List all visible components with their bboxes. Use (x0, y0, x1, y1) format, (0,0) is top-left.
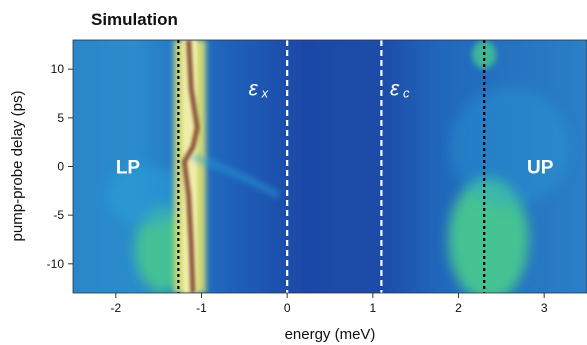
up-halo (449, 87, 570, 208)
annotation-0: LP (116, 158, 141, 179)
y-axis: -10 -5 0 5 10 (47, 62, 73, 271)
x-tick-label: 1 (369, 301, 376, 315)
heatmap-plot-area (73, 40, 587, 293)
y-axis-label: pump-probe delay (ps) (9, 91, 26, 242)
lp-halo (105, 165, 186, 226)
y-tick-label: -5 (53, 208, 64, 222)
y-tick-label: 10 (51, 62, 65, 76)
x-tick-label: 3 (541, 301, 548, 315)
x-axis: -2 -1 0 1 2 3 (110, 293, 548, 315)
stripe-dark-feature (181, 40, 200, 293)
x-tick-label: 2 (455, 301, 462, 315)
x-tick-label: -2 (110, 301, 121, 315)
x-tick-label: 0 (284, 301, 291, 315)
annotations: LP UPε x ε c (116, 78, 554, 179)
x-tick-label: -1 (196, 301, 207, 315)
annotation-2: ε (249, 78, 259, 101)
chart-title: Simulation (91, 10, 178, 29)
diagonal-band (191, 152, 281, 200)
y-tick-label: 5 (57, 111, 64, 125)
y-tick-label: 0 (57, 160, 64, 174)
annotation-3-subscript: c (403, 86, 410, 101)
annotation-3: ε (390, 78, 400, 101)
annotation-2-subscript: x (261, 86, 269, 101)
x-axis-label: energy (meV) (285, 326, 376, 343)
annotation-1: UP (527, 158, 554, 179)
y-tick-label: -10 (47, 257, 65, 271)
